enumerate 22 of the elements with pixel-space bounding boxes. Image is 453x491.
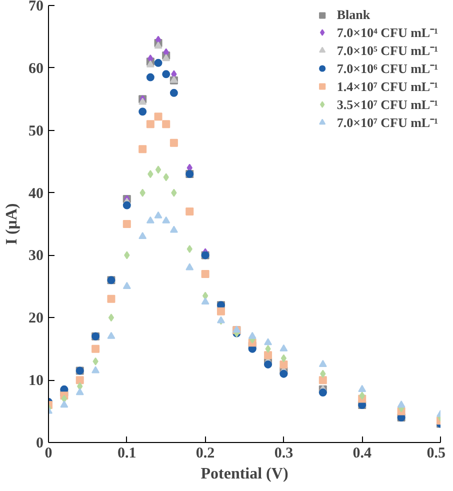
x-tick-label: 0.4	[352, 446, 372, 462]
y-axis-title: I (μA)	[4, 203, 20, 245]
x-tick-label: 0.1	[118, 446, 136, 462]
y-tick-label: 30	[28, 248, 44, 264]
legend-label: 7.0×10⁴ CFU mL⁻¹	[336, 24, 438, 41]
legend-label: 1.4×10⁷ CFU mL⁻¹	[336, 78, 438, 95]
x-tick-label: 0.5	[426, 446, 446, 462]
y-tick-label: 0	[36, 436, 44, 452]
legend-label: 7.0×10⁵ CFU mL⁻¹	[336, 42, 438, 59]
legend-label: 3.5×10⁷ CFU mL⁻¹	[336, 96, 438, 113]
legend-label: Blank	[336, 7, 370, 23]
y-tick-label: 60	[28, 60, 44, 77]
x-tick-label: 0.2	[196, 446, 215, 462]
y-tick-label: 70	[28, 0, 44, 14]
x-tick-label: 0.3	[274, 446, 294, 462]
y-tick-label: 50	[28, 123, 44, 140]
y-tick-label: 10	[28, 373, 44, 390]
x-axis-title: Potential (V)	[200, 466, 288, 482]
legend-label: 7.0×10⁶ CFU mL⁻¹	[336, 60, 438, 77]
y-tick-label: 40	[28, 186, 44, 202]
legend-label: 7.0×10⁷ CFU mL⁻¹	[336, 114, 438, 131]
y-tick-label: 20	[28, 310, 44, 327]
